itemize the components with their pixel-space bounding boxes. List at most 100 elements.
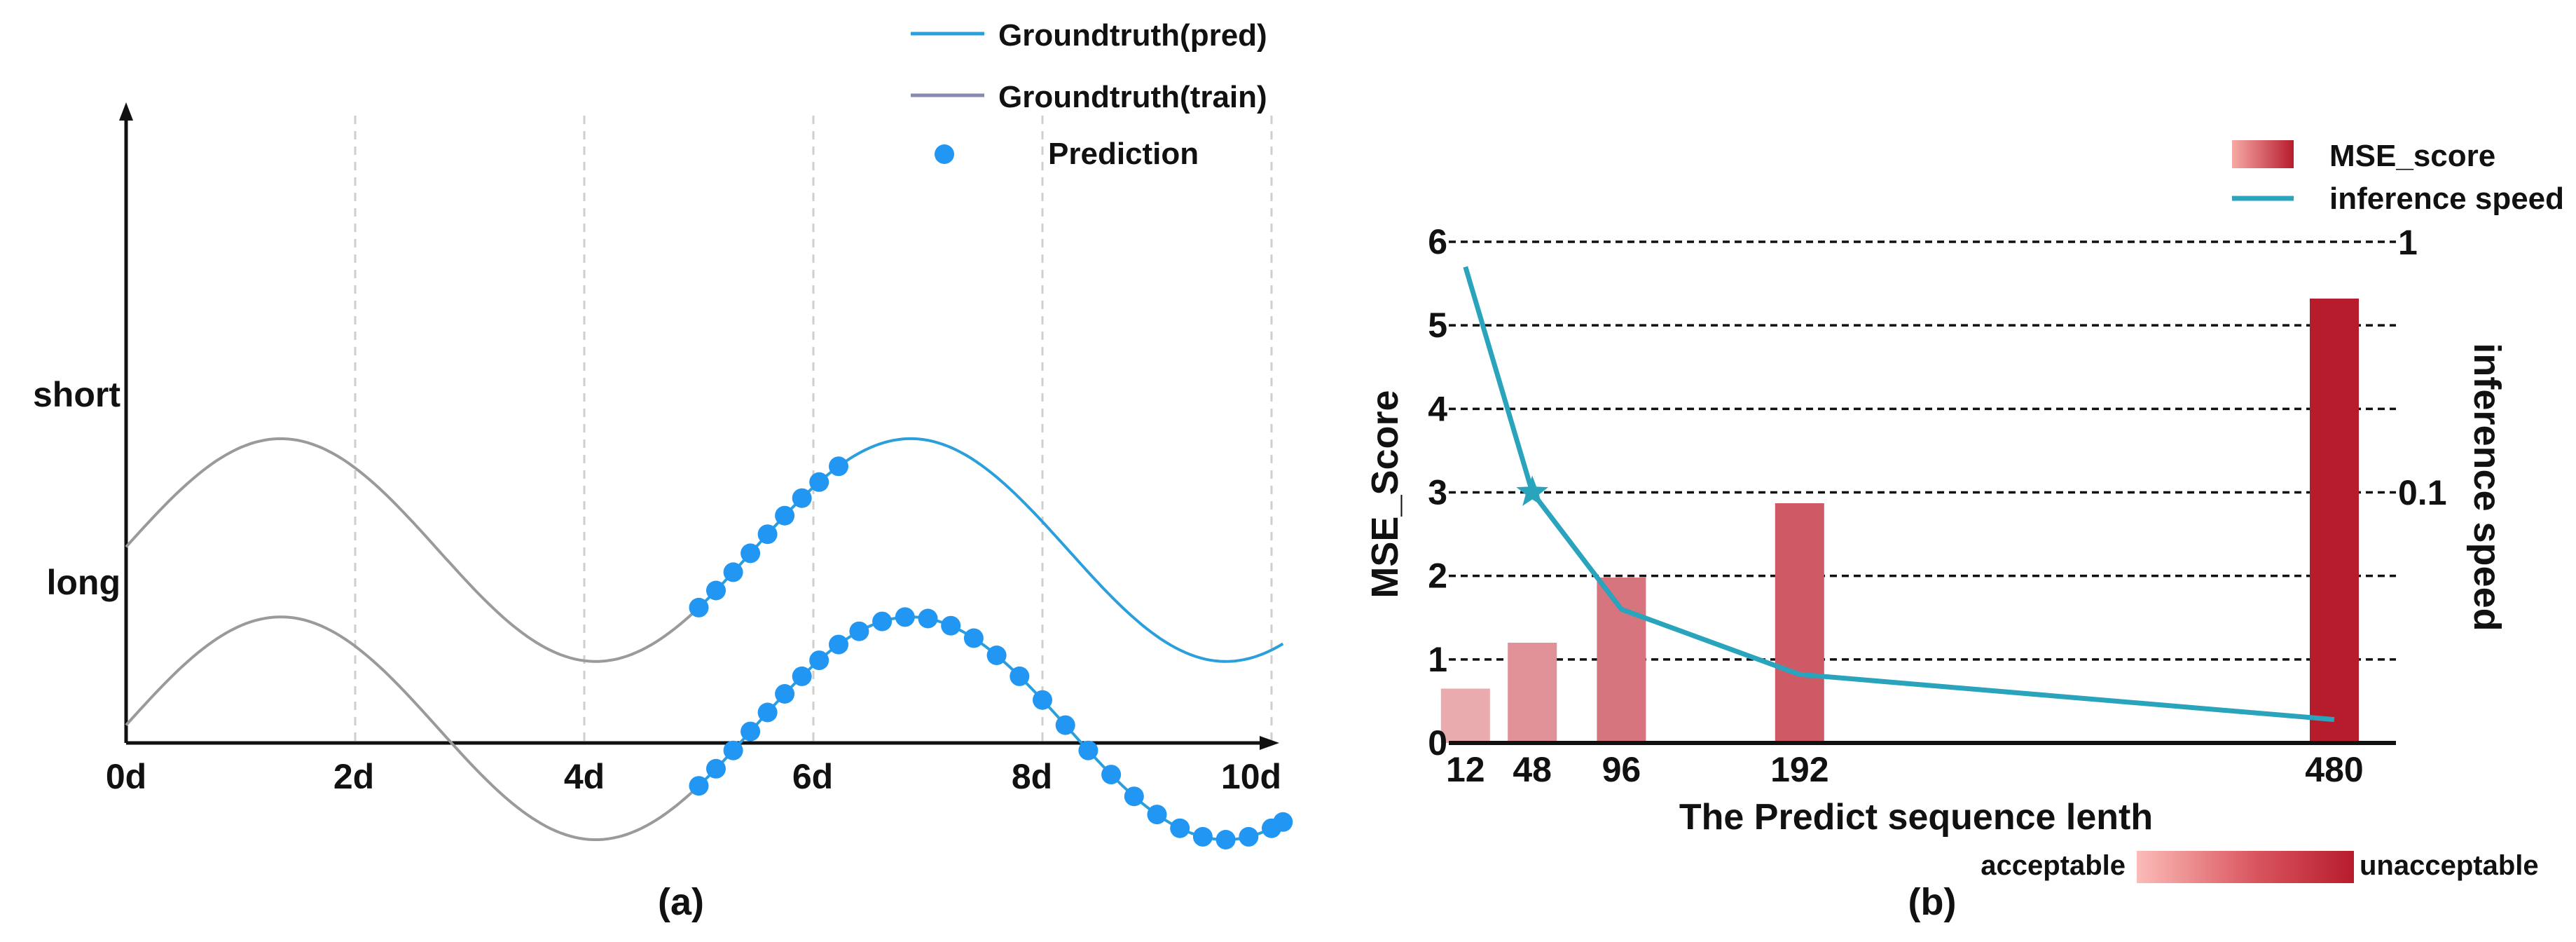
- legend-pred-label: Groundtruth(pred): [998, 18, 1267, 53]
- legend-speed-label: inference speed: [2329, 182, 2564, 216]
- a-y-axis-arrow: [119, 102, 133, 121]
- b-bars: [1440, 299, 2359, 743]
- a-short-prediction-dot-1: [706, 580, 726, 601]
- legend-mse-swatch: [2232, 140, 2294, 168]
- a-xtick-label-3: 6d: [792, 757, 833, 796]
- a-long-prediction-dot-18: [1055, 715, 1075, 735]
- a-prediction-dots: [689, 456, 1293, 849]
- b-x-tick-labels: 12 48 96 192 480: [1446, 750, 2364, 789]
- a-long-prediction-dot-21: [1124, 786, 1144, 807]
- a-long-prediction-dot-14: [963, 628, 984, 648]
- a-long-prediction-dot-26: [1239, 826, 1259, 847]
- colorbar-gradient: [2137, 851, 2354, 883]
- a-xtick-label-4: 8d: [1012, 757, 1052, 796]
- a-long-prediction-dot-28: [1273, 812, 1293, 832]
- a-xtick-label-0: 0d: [106, 757, 146, 796]
- colorbar-low-label: acceptable: [1981, 850, 2126, 881]
- a-long-prediction-dot-1: [706, 758, 726, 779]
- a-long-prediction-dot-4: [757, 702, 778, 723]
- a-long-prediction-dot-19: [1078, 740, 1098, 760]
- b-ytick2-label-1: 0.1: [2398, 473, 2447, 512]
- b-bar-192: [1775, 503, 1824, 743]
- a-long-prediction-dot-0: [689, 776, 709, 796]
- a-long-prediction-dot-25: [1215, 830, 1236, 849]
- panel-a: 0d 2d 4d 6d 8d 10d short long Groundtrut…: [33, 18, 1293, 923]
- b-xtick-label-3: 192: [1770, 750, 1828, 789]
- b-ytick-label-2: 2: [1428, 557, 1447, 596]
- b-ytick-label-3: 3: [1428, 473, 1447, 512]
- a-long-prediction-dot-10: [872, 611, 893, 632]
- a-long-prediction-dot-13: [941, 615, 961, 636]
- b-gridlines: [1449, 240, 2396, 661]
- a-short-prediction-dot-6: [792, 488, 812, 508]
- a-x-axis-arrow: [1260, 736, 1279, 750]
- a-short-pred-curve: [698, 437, 1284, 663]
- b-speed-line: [1463, 266, 2335, 723]
- a-short-prediction-dot-3: [741, 543, 761, 564]
- a-long-prediction-dot-11: [895, 607, 915, 627]
- a-caption: (a): [658, 881, 704, 923]
- a-long-prediction-dot-3: [741, 721, 761, 742]
- a-short-prediction-dot-8: [829, 456, 848, 477]
- a-long-prediction-dot-24: [1192, 826, 1213, 847]
- b-ytick-label-6: 6: [1428, 222, 1447, 261]
- a-long-prediction-dot-15: [986, 646, 1007, 665]
- a-long-prediction-dot-23: [1170, 818, 1190, 838]
- a-long-prediction-dot-8: [829, 634, 848, 655]
- a-long-prediction-dot-2: [723, 740, 743, 760]
- b-colorbar: acceptable unacceptable: [1981, 850, 2539, 883]
- a-xtick-label-5: 10d: [1221, 757, 1281, 796]
- b-legend: MSE_score inference speed: [2232, 139, 2564, 216]
- b-ytick-label-0: 0: [1428, 723, 1447, 763]
- a-legend: Groundtruth(pred) Groundtruth(train) Pre…: [911, 18, 1267, 171]
- a-long-prediction-dot-16: [1010, 666, 1030, 686]
- b-bar-96: [1597, 578, 1646, 743]
- a-long-train-curve: [125, 615, 700, 841]
- b-y-tick-labels: 0 1 2 3 4 5 6: [1428, 222, 1447, 763]
- a-long-prediction-dot-9: [849, 621, 869, 641]
- a-long-prediction-dot-17: [1033, 690, 1052, 710]
- b-xtick-label-0: 12: [1446, 750, 1485, 789]
- legend-prediction-label: Prediction: [1048, 137, 1199, 171]
- b-xlabel: The Predict sequence lenth: [1679, 797, 2153, 838]
- a-xtick-label-2: 4d: [564, 757, 605, 796]
- legend-prediction-dot: [935, 144, 954, 164]
- a-short-train-curve: [125, 437, 700, 663]
- b-caption: (b): [1908, 881, 1957, 923]
- a-row-label-long: long: [46, 563, 120, 602]
- a-long-prediction-dot-7: [809, 650, 829, 671]
- b-ytick-label-4: 4: [1428, 389, 1447, 428]
- a-short-prediction-dot-0: [689, 597, 709, 617]
- a-axes: [119, 102, 1279, 750]
- b-xtick-label-1: 48: [1513, 750, 1552, 789]
- b-ytick-label-1: 1: [1428, 640, 1447, 679]
- a-long-prediction-dot-22: [1147, 805, 1167, 825]
- b-ytick-label-5: 5: [1428, 306, 1447, 345]
- a-short-prediction-dot-4: [757, 524, 778, 545]
- a-long-prediction-dot-5: [775, 684, 795, 704]
- a-short-prediction-dot-2: [723, 562, 743, 582]
- a-long-prediction-dot-12: [918, 608, 938, 629]
- b-xtick-label-4: 480: [2305, 750, 2363, 789]
- b-ylabel: MSE_Score: [1364, 390, 1406, 598]
- b-bar-48: [1508, 643, 1557, 743]
- b-speed-star-marker: [1516, 475, 1548, 506]
- b-ylabel-secondary: inference speed: [2466, 343, 2508, 631]
- b-ytick2-label-0: 1: [2398, 223, 2418, 262]
- a-short-prediction-dot-7: [809, 472, 829, 492]
- legend-mse-label: MSE_score: [2329, 139, 2495, 173]
- legend-train-label: Groundtruth(train): [998, 80, 1267, 114]
- b-xtick-label-2: 96: [1602, 750, 1641, 789]
- a-long-prediction-dot-20: [1101, 765, 1122, 785]
- b-bar-480: [2310, 299, 2359, 743]
- b-speed-polyline: [1463, 266, 2335, 723]
- a-x-tick-labels: 0d 2d 4d 6d 8d 10d: [106, 757, 1281, 796]
- a-long-prediction-dot-6: [792, 666, 812, 686]
- a-short-prediction-dot-5: [775, 505, 795, 526]
- a-row-label-short: short: [33, 375, 120, 414]
- a-gridlines: [354, 116, 1273, 742]
- a-xtick-label-1: 2d: [333, 757, 374, 796]
- colorbar-high-label: unacceptable: [2360, 850, 2539, 881]
